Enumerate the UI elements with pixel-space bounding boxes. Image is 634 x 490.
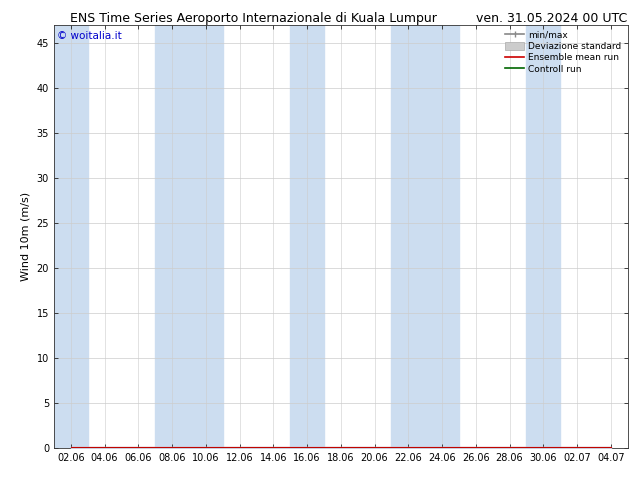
Text: ENS Time Series Aeroporto Internazionale di Kuala Lumpur: ENS Time Series Aeroporto Internazionale… [70,12,437,25]
Bar [155,24,223,448]
Text: ven. 31.05.2024 00 UTC: ven. 31.05.2024 00 UTC [476,12,627,25]
Bar [391,24,459,448]
Text: © woitalia.it: © woitalia.it [57,31,122,41]
Y-axis label: Wind 10m (m/s): Wind 10m (m/s) [21,192,31,281]
Legend: min/max, Deviazione standard, Ensemble mean run, Controll run: min/max, Deviazione standard, Ensemble m… [503,29,623,75]
Bar [526,24,560,448]
Bar [54,24,87,448]
Bar [290,24,324,448]
